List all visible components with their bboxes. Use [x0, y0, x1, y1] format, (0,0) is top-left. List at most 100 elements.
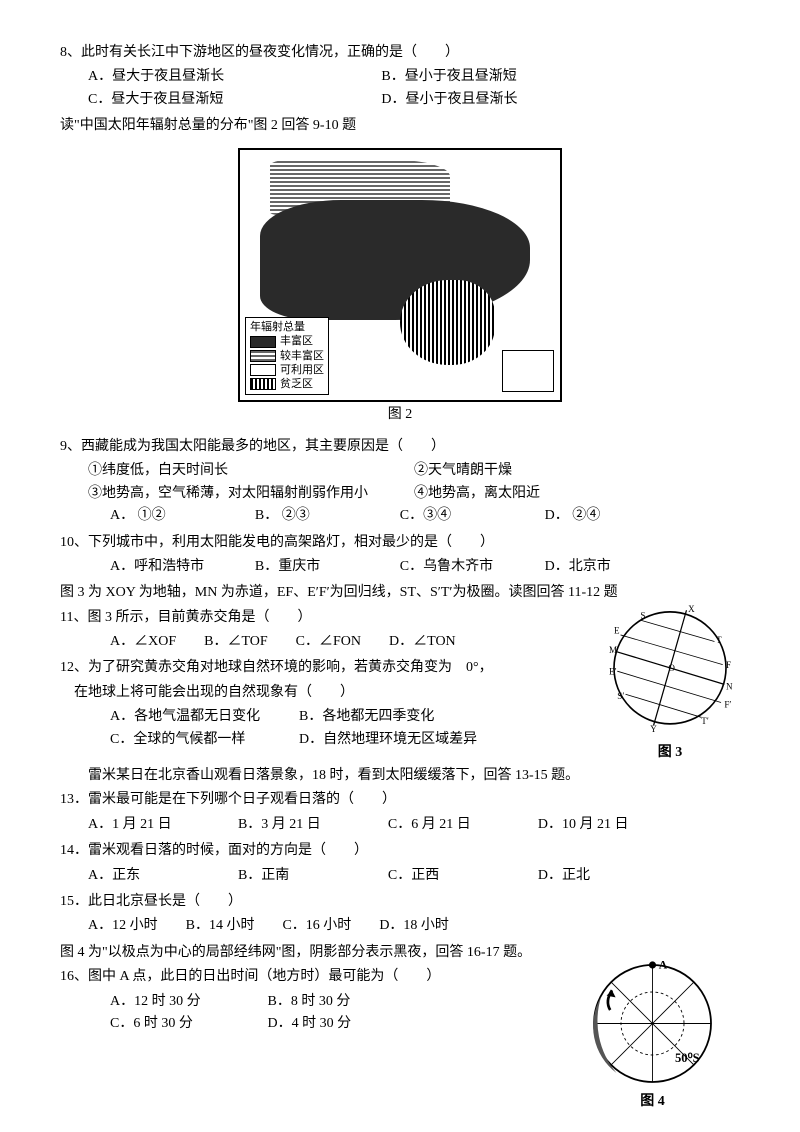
question-8-text: 8、此时有关长江中下游地区的昼夜变化情况，正确的是（ ）: [60, 42, 740, 64]
q16-option-d: D．4 时 30 分: [268, 1013, 426, 1035]
q16-option-b: B．8 时 30 分: [268, 991, 426, 1013]
q16-option-a: A．12 时 30 分: [110, 991, 268, 1013]
q8-option-c: C．昼大于夜且昼渐短: [88, 89, 381, 111]
q10-option-b: B．重庆市: [255, 556, 400, 578]
q15-option-c: C．16 小时: [282, 915, 351, 937]
legend-title-text: 年辐射总量: [250, 320, 305, 334]
legend-label-4: 贫乏区: [280, 377, 313, 391]
q12-option-b: B．各地都无四季变化: [299, 706, 488, 728]
question-12-options: A．各地气温都无日变化 B．各地都无四季变化 C．全球的气候都一样 D．自然地理…: [110, 706, 530, 751]
question-16-options: A．12 时 30 分 B．8 时 30 分 C．6 时 30 分 D．4 时 …: [110, 991, 460, 1036]
q9-option-d: D． ②④: [545, 505, 690, 527]
q9-option-a: A． ①②: [110, 505, 255, 527]
q12-option-c: C．全球的气候都一样: [110, 729, 299, 751]
fig3-label-X: X: [688, 604, 695, 614]
q9-sub-2: ②天气晴朗干燥: [414, 460, 740, 482]
legend-label-1: 丰富区: [280, 334, 313, 348]
legend-swatch-rich: [250, 336, 276, 348]
fig3-label-Fp: F′: [724, 699, 731, 709]
q13-option-d: D．10 月 21 日: [538, 814, 688, 836]
legend-title: 年辐射总量: [250, 320, 324, 334]
q16-option-c: C．6 时 30 分: [110, 1013, 268, 1035]
q12-option-a: A．各地气温都无日变化: [110, 706, 299, 728]
legend-label-3: 可利用区: [280, 363, 324, 377]
q9-sub-1: ①纬度低，白天时间长: [88, 460, 414, 482]
q14-option-d: D．正北: [538, 865, 688, 887]
q15-option-d: D．18 小时: [379, 915, 449, 937]
legend-row-1: 丰富区: [250, 334, 324, 348]
question-9-text: 9、西藏能成为我国太阳能最多的地区，其主要原因是（ ）: [60, 436, 740, 458]
question-9-subitems: ①纬度低，白天时间长 ②天气晴朗干燥 ③地势高，空气稀薄，对太阳辐射削弱作用小 …: [88, 460, 740, 505]
inset-map: [502, 350, 554, 392]
q13-option-c: C．6 月 21 日: [388, 814, 538, 836]
fig3-label-Sp: S′: [617, 691, 624, 701]
fig4-label-deg: 50⁰S: [675, 1051, 700, 1065]
fig3-label-F: F: [726, 660, 731, 670]
question-9-options: A． ①② B． ②③ C．③④ D． ②④: [110, 505, 740, 527]
q9-sub-4: ④地势高，离太阳近: [414, 483, 740, 505]
question-10-options: A．呼和浩特市 B．重庆市 C．乌鲁木齐市 D．北京市: [110, 556, 740, 578]
figure-4-svg: A 50⁰S: [585, 956, 720, 1091]
fig3-label-Y: Y: [650, 724, 657, 734]
figure-2-legend: 年辐射总量 丰富区 较丰富区 可利用区 贫乏区: [245, 317, 329, 394]
figure-2-caption: 图 2: [60, 404, 740, 426]
legend-row-3: 可利用区: [250, 363, 324, 377]
q8-option-a: A．昼大于夜且昼渐长: [88, 66, 381, 88]
fig3-label-T: T: [716, 635, 722, 645]
legend-swatch-medium: [250, 350, 276, 362]
q9-sub-3: ③地势高，空气稀薄，对太阳辐射削弱作用小: [88, 483, 414, 505]
q8-option-d: D．昼小于夜且昼渐长: [381, 89, 674, 111]
q12-option-d: D．自然地理环境无区域差异: [299, 729, 488, 751]
question-14-options: A．正东 B．正南 C．正西 D．正北: [88, 865, 740, 887]
figure-4: A 50⁰S 图 4: [585, 956, 720, 1113]
figure-3: O S X E T M F E′ N S′ F′ Y T′ 图 3: [600, 602, 740, 764]
question-13-text: 13．雷米最可能是在下列哪个日子观看日落的（ ）: [60, 789, 740, 811]
fig3-label-O: O: [668, 663, 675, 673]
legend-swatch-poor: [250, 378, 276, 390]
question-10-text: 10、下列城市中，利用太阳能发电的高架路灯，相对最少的是（ ）: [60, 532, 740, 554]
figure-3-caption: 图 3: [600, 742, 740, 764]
question-8: 8、此时有关长江中下游地区的昼夜变化情况，正确的是（ ） A．昼大于夜且昼渐长 …: [60, 42, 740, 111]
legend-label-2: 较丰富区: [280, 349, 324, 363]
q11-option-c: C．∠FON: [296, 631, 361, 653]
figure-4-caption: 图 4: [585, 1091, 720, 1113]
instruction-13-15: 雷米某日在北京香山观看日落景象，18 时，看到太阳缓缓落下，回答 13-15 题…: [88, 765, 740, 787]
legend-row-2: 较丰富区: [250, 349, 324, 363]
question-15-text: 15．此日北京昼长是（ ）: [60, 891, 740, 913]
question-15-options: A．12 小时 B．14 小时 C．16 小时 D．18 小时: [88, 915, 740, 937]
question-13-options: A．1 月 21 日 B．3 月 21 日 C．6 月 21 日 D．10 月 …: [88, 814, 740, 836]
question-14-text: 14．雷米观看日落的时候，面对的方向是（ ）: [60, 840, 740, 862]
q10-option-c: C．乌鲁木齐市: [400, 556, 545, 578]
fig3-label-N: N: [726, 681, 733, 691]
q11-option-a: A．∠XOF: [110, 631, 176, 653]
fig3-label-M: M: [609, 645, 617, 655]
q14-option-b: B．正南: [238, 865, 388, 887]
fig3-label-S: S: [640, 610, 645, 620]
q9-option-b: B． ②③: [255, 505, 400, 527]
q11-option-d: D．∠TON: [389, 631, 456, 653]
fig3-label-Tp: T′: [701, 716, 709, 726]
q11-option-b: B．∠TOF: [204, 631, 268, 653]
fig3-label-E: E: [614, 625, 620, 635]
q10-option-a: A．呼和浩特市: [110, 556, 255, 578]
legend-row-4: 贫乏区: [250, 377, 324, 391]
q14-option-a: A．正东: [88, 865, 238, 887]
q15-option-b: B．14 小时: [186, 915, 255, 937]
figure-3-svg: O S X E T M F E′ N S′ F′ Y T′: [600, 602, 740, 742]
q9-option-c: C．③④: [400, 505, 545, 527]
question-15: 15．此日北京昼长是（ ） A．12 小时 B．14 小时 C．16 小时 D．…: [60, 891, 740, 938]
figure-2-map: 年辐射总量 丰富区 较丰富区 可利用区 贫乏区: [238, 148, 562, 402]
figure-2: 年辐射总量 丰富区 较丰富区 可利用区 贫乏区 图 2: [60, 148, 740, 426]
question-14: 14．雷米观看日落的时候，面对的方向是（ ） A．正东 B．正南 C．正西 D．…: [60, 840, 740, 887]
q13-option-a: A．1 月 21 日: [88, 814, 238, 836]
fig4-label-A: A: [659, 959, 668, 972]
legend-swatch-usable: [250, 364, 276, 376]
q13-option-b: B．3 月 21 日: [238, 814, 388, 836]
question-9: 9、西藏能成为我国太阳能最多的地区，其主要原因是（ ） ①纬度低，白天时间长 ②…: [60, 436, 740, 528]
q10-option-d: D．北京市: [545, 556, 690, 578]
question-13: 13．雷米最可能是在下列哪个日子观看日落的（ ） A．1 月 21 日 B．3 …: [60, 789, 740, 836]
instruction-9-10: 读"中国太阳年辐射总量的分布"图 2 回答 9-10 题: [60, 115, 740, 137]
question-8-options: A．昼大于夜且昼渐长 B．昼小于夜且昼渐短 C．昼大于夜且昼渐短 D．昼小于夜且…: [88, 66, 740, 111]
q15-option-a: A．12 小时: [88, 915, 158, 937]
question-10: 10、下列城市中，利用太阳能发电的高架路灯，相对最少的是（ ） A．呼和浩特市 …: [60, 532, 740, 579]
